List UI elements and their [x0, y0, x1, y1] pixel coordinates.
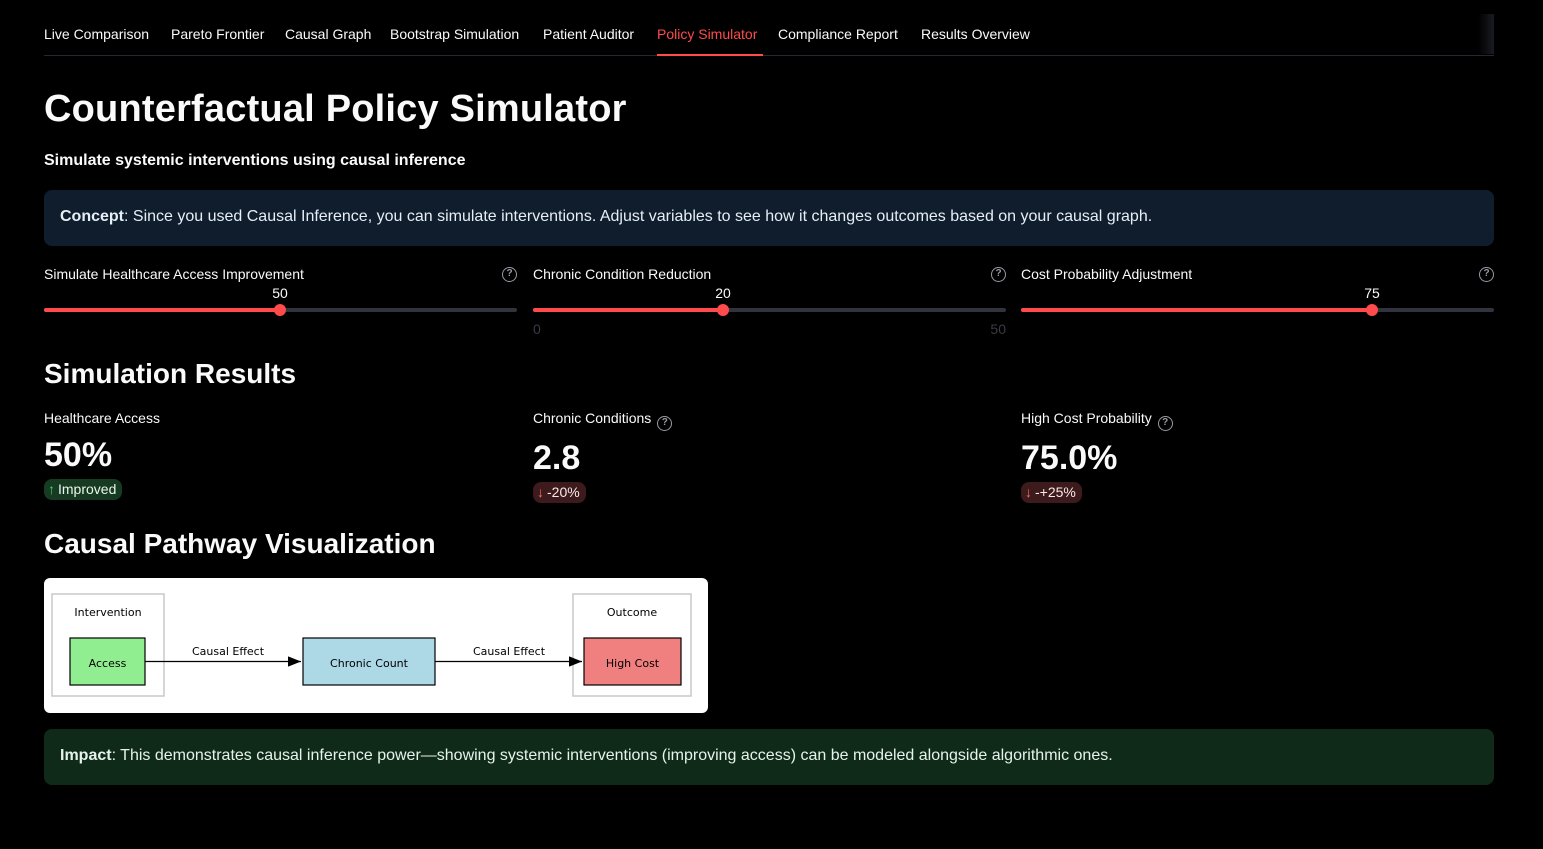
tab-patient-auditor[interactable]: Patient Auditor — [543, 26, 635, 42]
slider-fill — [1021, 308, 1372, 312]
metric-delta-text: -+25% — [1035, 484, 1076, 500]
access-slider: Simulate Healthcare Access Improvement ?… — [44, 264, 517, 344]
cost-slider-value: 75 — [1364, 285, 1380, 301]
slider-thumb[interactable] — [274, 304, 286, 316]
metric-delta: ↓ -20% — [533, 482, 586, 503]
impact-text: : This demonstrates causal inference pow… — [111, 747, 1113, 764]
help-icon[interactable]: ? — [1479, 267, 1494, 282]
cost-slider-label: Cost Probability Adjustment — [1021, 266, 1193, 282]
access-slider-value: 50 — [272, 285, 288, 301]
help-icon[interactable]: ? — [657, 416, 673, 431]
metric-value: 50% — [44, 436, 113, 474]
metric-value: 2.8 — [533, 439, 581, 477]
cost-slider: Cost Probability Adjustment ? 75 — [1021, 264, 1494, 344]
impact-label: Impact — [60, 747, 112, 764]
active-tab-indicator — [657, 54, 763, 56]
tab-results-overview[interactable]: Results Overview — [921, 26, 1030, 42]
outcome-cluster-label: Outcome — [607, 606, 657, 619]
arrow-down-icon: ↓ — [537, 484, 544, 500]
metric-delta: ↑ Improved — [44, 479, 123, 500]
metric-chronic-conditions: Chronic Conditions? 2.8 ↓ -20% — [533, 410, 1003, 503]
metric-label: High Cost Probability — [1021, 410, 1152, 426]
tab-live-comparison[interactable]: Live Comparison — [44, 26, 150, 42]
metric-healthcare-access: Healthcare Access 50% ↑ Improved — [44, 410, 514, 500]
tab-bar: Live Comparison Pareto Frontier Causal G… — [44, 14, 1494, 56]
help-icon[interactable]: ? — [991, 267, 1006, 282]
slider-max-label: 50 — [990, 321, 1006, 337]
chronic-slider-label: Chronic Condition Reduction — [533, 266, 712, 282]
tab-compliance-report[interactable]: Compliance Report — [778, 26, 898, 42]
help-icon[interactable]: ? — [1157, 416, 1173, 431]
metric-label: Healthcare Access — [44, 410, 160, 426]
metric-label: Chronic Conditions — [533, 410, 652, 426]
chronic-slider-value: 20 — [715, 285, 731, 301]
help-icon[interactable]: ? — [502, 267, 517, 282]
node-access — [69, 637, 146, 686]
slider-track[interactable] — [533, 308, 1006, 312]
pathway-heading: Causal Pathway Visualization — [44, 528, 436, 559]
node-chronic-count-label: Chronic Count — [330, 657, 409, 670]
arrow-down-icon: ↓ — [1025, 484, 1032, 500]
causal-pathway-diagram: Intervention Outcome Access Chronic Coun… — [44, 578, 708, 713]
metric-delta: ↓ -+25% — [1021, 482, 1082, 503]
arrow-up-icon: ↑ — [48, 481, 55, 497]
page-subtitle: Simulate systemic interventions using ca… — [44, 152, 466, 169]
edge-label: Causal Effect — [473, 645, 546, 658]
slider-min-label: 0 — [533, 321, 541, 337]
tab-scroll-fade — [1478, 14, 1494, 54]
tab-pareto-frontier[interactable]: Pareto Frontier — [171, 26, 265, 42]
slider-thumb[interactable] — [1366, 304, 1378, 316]
edge-label: Causal Effect — [192, 645, 265, 658]
metric-value: 75.0% — [1021, 439, 1118, 477]
impact-success-box: Impact: This demonstrates causal inferen… — [44, 729, 1494, 785]
concept-text: : Since you used Causal Inference, you c… — [124, 208, 1153, 225]
metric-delta-text: Improved — [58, 481, 117, 497]
node-high-cost-label: High Cost — [606, 657, 660, 670]
node-access-label: Access — [89, 657, 127, 670]
metric-delta-text: -20% — [547, 484, 580, 500]
concept-label: Concept — [60, 208, 124, 225]
slider-thumb[interactable] — [717, 304, 729, 316]
tab-causal-graph[interactable]: Causal Graph — [285, 26, 372, 42]
access-slider-label: Simulate Healthcare Access Improvement — [44, 266, 304, 282]
intervention-cluster-label: Intervention — [74, 606, 141, 619]
chronic-slider: Chronic Condition Reduction ? 20 0 50 — [533, 264, 1006, 344]
concept-info-box: Concept: Since you used Causal Inference… — [44, 190, 1494, 246]
slider-fill — [44, 308, 280, 312]
page-title: Counterfactual Policy Simulator — [44, 88, 627, 130]
node-high-cost — [583, 637, 682, 686]
tab-policy-simulator[interactable]: Policy Simulator — [657, 26, 758, 42]
metric-high-cost-probability: High Cost Probability? 75.0% ↓ -+25% — [1021, 410, 1491, 503]
tab-bootstrap-simulation[interactable]: Bootstrap Simulation — [390, 26, 520, 42]
results-heading: Simulation Results — [44, 358, 297, 389]
slider-fill — [533, 308, 723, 312]
